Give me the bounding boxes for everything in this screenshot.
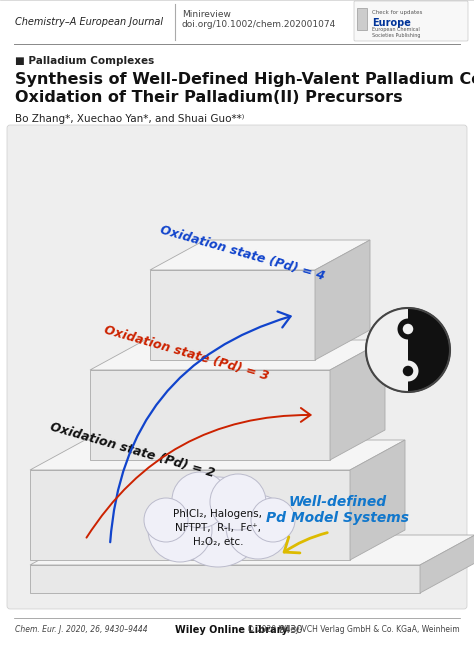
- Polygon shape: [350, 440, 405, 560]
- Polygon shape: [330, 340, 385, 460]
- Polygon shape: [420, 535, 474, 593]
- Circle shape: [172, 472, 228, 528]
- Text: Pdᴵᵜ: Pdᴵᵜ: [389, 340, 407, 348]
- Text: Minireview: Minireview: [182, 10, 231, 19]
- Text: PhICl₂, Halogens,: PhICl₂, Halogens,: [173, 509, 263, 519]
- Text: Oxidation state (Pd) = 2: Oxidation state (Pd) = 2: [48, 420, 216, 480]
- Circle shape: [226, 495, 290, 559]
- Bar: [357, 8, 367, 30]
- Text: Synthesis of Well-Defined High-Valent Palladium Complexes by: Synthesis of Well-Defined High-Valent Pa…: [15, 72, 474, 87]
- Text: European Chemical
Societies Publishing: European Chemical Societies Publishing: [372, 27, 420, 38]
- Circle shape: [173, 477, 263, 567]
- Text: Check for updates: Check for updates: [372, 10, 422, 15]
- Text: Oxidation state (Pd) = 4: Oxidation state (Pd) = 4: [158, 223, 326, 283]
- Circle shape: [366, 308, 450, 392]
- FancyArrowPatch shape: [110, 312, 291, 542]
- Text: Oxidation of Their Palladium(II) Precursors: Oxidation of Their Palladium(II) Precurs…: [15, 90, 402, 105]
- Text: ■ Palladium Complexes: ■ Palladium Complexes: [15, 56, 154, 66]
- Polygon shape: [30, 565, 420, 593]
- Text: Bo Zhang*, Xuechao Yan*, and Shuai Guo**⁾: Bo Zhang*, Xuechao Yan*, and Shuai Guo**…: [15, 114, 244, 124]
- Text: Oxidation state (Pd) = 3: Oxidation state (Pd) = 3: [102, 323, 270, 383]
- Wedge shape: [398, 318, 408, 340]
- Wedge shape: [408, 360, 419, 381]
- FancyBboxPatch shape: [7, 125, 467, 609]
- Circle shape: [144, 498, 188, 542]
- Text: H₂O₂, etc.: H₂O₂, etc.: [193, 537, 243, 547]
- Text: Europe: Europe: [372, 18, 411, 28]
- Text: Well-defined: Well-defined: [289, 495, 387, 509]
- Polygon shape: [30, 440, 405, 470]
- Circle shape: [251, 498, 295, 542]
- Text: Chem. Eur. J. 2020, 26, 9430–9444: Chem. Eur. J. 2020, 26, 9430–9444: [15, 625, 147, 634]
- Text: Chemistry–A European Journal: Chemistry–A European Journal: [15, 17, 163, 27]
- FancyArrowPatch shape: [86, 408, 310, 537]
- Text: doi.org/10.1002/chem.202001074: doi.org/10.1002/chem.202001074: [182, 20, 336, 29]
- Text: Pd Model Systems: Pd Model Systems: [266, 511, 410, 525]
- Polygon shape: [90, 340, 385, 370]
- Wedge shape: [366, 308, 408, 392]
- Circle shape: [210, 474, 266, 530]
- Text: NFTPT,  R-I,  Fc⁺,: NFTPT, R-I, Fc⁺,: [175, 523, 261, 533]
- Polygon shape: [30, 535, 474, 565]
- FancyArrowPatch shape: [284, 533, 328, 553]
- Circle shape: [403, 324, 413, 334]
- Polygon shape: [315, 240, 370, 360]
- Text: Pdᴵᴵ: Pdᴵᴵ: [410, 350, 426, 358]
- Text: © 2020 Wiley-VCH Verlag GmbH & Co. KGaA, Weinheim: © 2020 Wiley-VCH Verlag GmbH & Co. KGaA,…: [247, 625, 460, 634]
- Circle shape: [148, 498, 212, 562]
- FancyBboxPatch shape: [354, 1, 468, 41]
- Polygon shape: [150, 240, 370, 270]
- Polygon shape: [150, 270, 315, 360]
- Text: Wiley Online Library: Wiley Online Library: [175, 625, 288, 635]
- Circle shape: [403, 366, 413, 377]
- Polygon shape: [30, 470, 350, 560]
- Text: 9430: 9430: [278, 625, 302, 635]
- Polygon shape: [90, 370, 330, 460]
